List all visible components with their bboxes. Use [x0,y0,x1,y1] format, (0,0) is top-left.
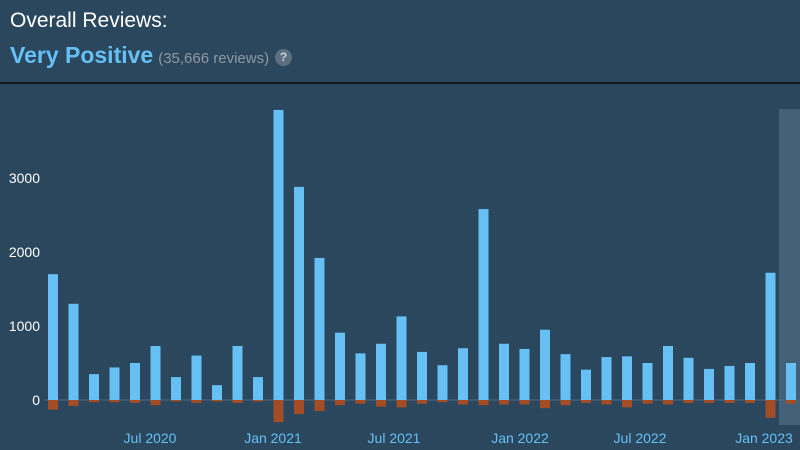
positive-bar[interactable] [765,272,776,400]
negative-bar[interactable] [232,400,243,403]
x-tick-label: Jan 2022 [491,430,549,446]
positive-bar[interactable] [191,355,202,400]
review-summary: Very Positive (35,666 reviews) ? [10,42,293,72]
positive-bar[interactable] [335,332,345,400]
negative-bar[interactable] [458,400,468,405]
positive-bar[interactable] [458,348,468,400]
negative-bar[interactable] [437,400,448,403]
positive-bar[interactable] [417,351,427,400]
negative-bar[interactable] [724,400,735,403]
negative-bar[interactable] [478,400,489,406]
negative-bar[interactable] [191,400,202,403]
positive-bar[interactable] [48,274,58,400]
negative-bar[interactable] [704,400,714,403]
review-count: (35,666 reviews) [158,50,270,67]
positive-bar[interactable] [437,365,448,400]
negative-bar[interactable] [335,400,345,406]
positive-bar[interactable] [314,257,325,400]
review-histogram: 0 1000 2000 3000 Jul 2020 Jan 2021 Jul 2… [9,109,800,446]
negative-bar[interactable] [130,400,140,403]
positive-bar[interactable] [499,343,509,400]
header-divider [0,82,800,84]
bar-group [44,109,800,425]
positive-bar[interactable] [745,363,755,400]
negative-bar[interactable] [642,400,653,404]
negative-bar[interactable] [417,400,427,404]
negative-bar[interactable] [396,400,407,408]
positive-bar[interactable] [601,357,612,400]
positive-bar[interactable] [724,365,735,400]
positive-bar[interactable] [683,357,694,400]
positive-bar[interactable] [68,303,79,400]
positive-bar[interactable] [581,369,591,400]
negative-bar[interactable] [519,400,530,405]
positive-bar[interactable] [478,209,489,400]
positive-bar[interactable] [540,329,550,400]
negative-bar[interactable] [89,400,99,403]
positive-bar[interactable] [273,109,284,401]
x-tick-label: Jan 2023 [735,430,793,446]
negative-bar[interactable] [601,400,612,405]
negative-bar[interactable] [355,400,366,404]
negative-bar[interactable] [294,400,304,415]
negative-bar[interactable] [150,400,161,406]
positive-bar[interactable] [109,367,120,400]
positive-bar[interactable] [294,186,304,400]
positive-bar[interactable] [704,368,714,400]
x-tick-label: Jan 2021 [244,430,302,446]
positive-bar[interactable] [663,345,673,400]
positive-bar[interactable] [642,363,653,400]
y-tick-label: 0 [32,392,40,408]
positive-bar[interactable] [519,348,530,400]
positive-bar[interactable] [355,353,366,400]
reviews-header: Overall Reviews: Very Positive (35,666 r… [10,0,800,82]
negative-bar[interactable] [786,400,796,404]
negative-bar[interactable] [499,400,509,405]
negative-bar[interactable] [745,400,755,403]
rating-label[interactable]: Very Positive [10,42,154,68]
positive-bar[interactable] [622,356,632,400]
positive-bar[interactable] [396,316,407,400]
negative-bar[interactable] [622,400,632,408]
overall-reviews-title: Overall Reviews: [10,9,168,32]
positive-bar[interactable] [89,374,99,400]
positive-bar[interactable] [232,345,243,400]
positive-bar[interactable] [150,345,161,400]
y-tick-label: 3000 [9,170,40,186]
negative-bar[interactable] [68,400,79,406]
negative-bar[interactable] [48,400,58,410]
negative-bar[interactable] [314,400,325,412]
positive-bar[interactable] [253,377,263,400]
x-tick-label: Jul 2022 [614,430,667,446]
x-tick-label: Jul 2020 [124,430,177,446]
positive-bar[interactable] [376,343,386,400]
positive-bar[interactable] [786,363,796,400]
negative-bar[interactable] [540,400,550,409]
negative-bar[interactable] [581,400,591,403]
positive-bar[interactable] [560,354,571,400]
current-month-highlight [779,109,800,425]
x-tick-label: Jul 2021 [368,430,421,446]
negative-bar[interactable] [663,400,673,405]
y-tick-label: 1000 [9,318,40,334]
negative-bar[interactable] [560,400,571,406]
negative-bar[interactable] [273,400,284,423]
negative-bar[interactable] [683,400,694,403]
positive-bar[interactable] [130,363,140,400]
positive-bar[interactable] [171,377,181,400]
negative-bar[interactable] [109,400,120,403]
y-tick-label: 2000 [9,244,40,260]
negative-bar[interactable] [253,400,263,402]
negative-bar[interactable] [765,400,776,418]
help-icon[interactable]: ? [275,49,293,66]
negative-bar[interactable] [212,400,222,402]
positive-bar[interactable] [212,385,222,400]
negative-bar[interactable] [171,400,181,402]
negative-bar[interactable] [376,400,386,407]
